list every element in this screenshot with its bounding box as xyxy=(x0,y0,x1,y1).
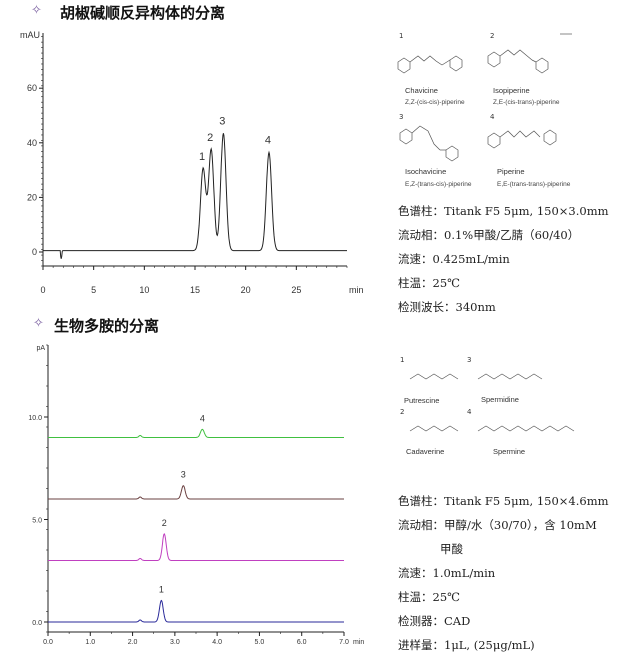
x-tick-label: 2.0 xyxy=(128,639,138,646)
condition-line: 检测器：CAD xyxy=(398,614,471,628)
peak-label: 3 xyxy=(219,116,225,128)
compound-name: Chavicine xyxy=(405,86,438,95)
condition-line: 柱温：25℃ xyxy=(398,590,460,604)
condition-line: 流速：1.0mL/min xyxy=(398,566,496,580)
peak-label: 1 xyxy=(199,151,205,163)
condition-line: 甲酸 xyxy=(440,542,463,556)
y-tick-label: 60 xyxy=(27,83,37,93)
condition-line: 检测波长：340nm xyxy=(398,300,496,314)
y-tick-label: 0 xyxy=(32,247,37,257)
compound-number: 4 xyxy=(490,113,495,121)
condition-line: 流速：0.425mL/min xyxy=(398,252,510,266)
chromatogram-trace xyxy=(48,428,344,438)
compound-name: Spermine xyxy=(493,447,526,456)
compound-name: Isochavicine xyxy=(405,167,447,176)
condition-line: 进样量：1μL, (25μg/mL) xyxy=(398,638,535,652)
compound-number: 2 xyxy=(490,32,495,40)
y-tick-label: 10.0 xyxy=(28,415,42,422)
compound-name: Piperine xyxy=(497,167,525,176)
peak-label: 2 xyxy=(162,518,167,528)
diamond-icon: ✧ xyxy=(31,3,42,18)
x-axis-label: min xyxy=(349,285,364,295)
chromatogram-trace xyxy=(48,485,344,500)
peak-label: 4 xyxy=(200,413,205,423)
x-tick-label: 6.0 xyxy=(297,639,307,646)
compound-number: 2 xyxy=(400,408,405,416)
y-tick-label: 5.0 xyxy=(32,518,42,525)
condition-line: 色谱柱：Titank F5 5μm, 150×3.0mm xyxy=(398,204,609,218)
x-tick-label: 20 xyxy=(241,285,251,295)
compound-name: Spermidine xyxy=(481,395,519,404)
section-title-polyamines: 生物多胺的分离 xyxy=(54,317,160,335)
y-tick-label: 40 xyxy=(27,138,37,148)
condition-line: 色谱柱：Titank F5 5μm, 150×4.6mm xyxy=(398,494,609,508)
peak-label: 3 xyxy=(181,470,186,480)
condition-line: 柱温：25℃ xyxy=(398,276,460,290)
compound-number: 1 xyxy=(399,32,404,40)
condition-line: 流动相：甲醇/水（30/70），含 10mM xyxy=(398,518,597,532)
compound-isomer: Z,E-(cis-trans)-piperine xyxy=(493,99,560,106)
x-tick-label: 25 xyxy=(291,285,301,295)
compound-number: 3 xyxy=(467,356,472,364)
compound-name: Cadaverine xyxy=(406,447,445,456)
compound-number: 1 xyxy=(400,356,405,364)
y-axis-label: pA xyxy=(36,345,45,352)
compound-isomer: Z,Z-(cis-cis)-piperine xyxy=(405,99,465,106)
y-axis-label: mAU xyxy=(20,30,40,40)
x-tick-label: 4.0 xyxy=(212,639,222,646)
x-tick-label: 0 xyxy=(40,285,45,295)
y-tick-label: 20 xyxy=(27,192,37,202)
chromatogram-trace xyxy=(48,599,344,623)
diamond-icon: ✧ xyxy=(33,316,44,331)
x-tick-label: 3.0 xyxy=(170,639,180,646)
condition-line: 流动相：0.1%甲酸/乙腈（60/40） xyxy=(398,228,580,242)
compound-number: 4 xyxy=(467,408,472,416)
x-tick-label: 5 xyxy=(91,285,96,295)
section-title-piperine: 胡椒碱顺反异构体的分离 xyxy=(60,4,226,22)
compound-number: 3 xyxy=(399,113,404,121)
y-tick-label: 0.0 xyxy=(32,620,42,627)
x-tick-label: 7.0 xyxy=(339,639,349,646)
peak-label: 4 xyxy=(265,135,271,147)
chromatogram-trace xyxy=(48,533,344,561)
peak-label: 1 xyxy=(159,584,164,594)
x-axis-label: min xyxy=(353,639,364,646)
compound-name: Isopiperine xyxy=(493,86,530,95)
x-tick-label: 0.0 xyxy=(43,639,53,646)
compound-isomer: E,Z-(trans-cis)-piperine xyxy=(405,181,472,188)
x-tick-label: 15 xyxy=(190,285,200,295)
x-tick-label: 5.0 xyxy=(255,639,265,646)
peak-label: 2 xyxy=(207,132,213,144)
chromatogram-trace xyxy=(43,133,347,259)
compound-isomer: E,E-(trans-trans)-piperine xyxy=(497,181,571,188)
x-tick-label: 10 xyxy=(139,285,149,295)
compound-name: Putrescine xyxy=(404,396,440,405)
x-tick-label: 1.0 xyxy=(85,639,95,646)
